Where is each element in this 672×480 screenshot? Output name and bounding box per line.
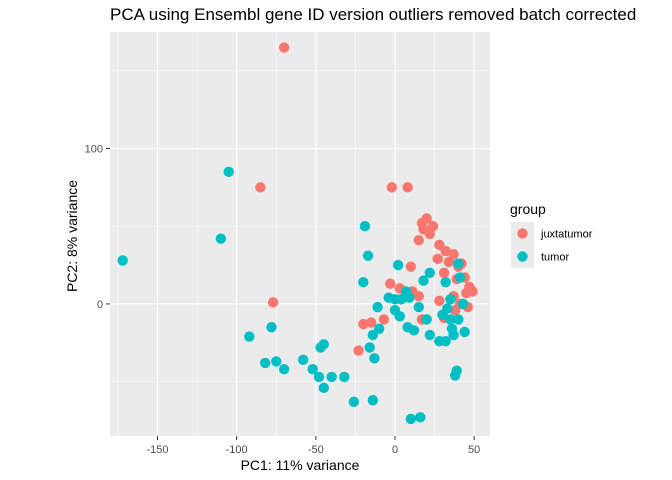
y-axis: 0 100 [85, 144, 110, 311]
legend-label: juxtatumor [540, 229, 593, 241]
data-point-juxtatumor [413, 235, 424, 246]
data-point-tumor [446, 323, 458, 334]
data-point-juxtatumor [438, 267, 450, 279]
y-tick-label: 0 [97, 299, 103, 311]
data-point-tumor [367, 395, 379, 406]
data-point-tumor [404, 292, 415, 303]
data-point-juxtatumor [432, 253, 443, 265]
legend-swatch [517, 228, 528, 239]
data-point-tumor [453, 314, 464, 325]
data-point-tumor [364, 342, 375, 353]
y-tick-label: 100 [85, 144, 103, 156]
data-point-tumor [421, 314, 432, 325]
legend-item-juxtatumor: juxtatumor [511, 222, 593, 245]
data-point-juxtatumor [434, 295, 445, 307]
data-point-tumor [339, 371, 350, 383]
data-point-juxtatumor [353, 345, 364, 356]
data-point-juxtatumor [278, 42, 290, 53]
legend-label: tumor [541, 252, 569, 264]
x-tick-label: 50 [468, 444, 480, 456]
data-point-juxtatumor [427, 221, 439, 232]
data-point-juxtatumor [461, 287, 472, 299]
data-point-tumor [440, 276, 451, 288]
data-point-juxtatumor [267, 297, 279, 308]
data-point-tumor [367, 329, 379, 341]
data-point-tumor [359, 221, 371, 232]
data-point-tumor [313, 371, 325, 383]
data-point-juxtatumor [385, 278, 396, 289]
legend: group juxtatumor tumor [510, 201, 593, 268]
data-point-tumor [396, 294, 407, 305]
data-point-tumor [451, 365, 462, 376]
data-point-tumor [278, 363, 290, 375]
data-point-tumor [348, 396, 360, 408]
data-point-tumor [454, 272, 466, 283]
x-axis-title: PC1: 11% variance [241, 457, 360, 473]
data-point-tumor [389, 304, 401, 316]
x-tick-label: 0 [392, 444, 398, 456]
data-point-tumor [424, 267, 436, 279]
data-point-tumor [418, 275, 429, 286]
chart-title: PCA using Ensembl gene ID version outlie… [110, 5, 636, 24]
y-axis-title: PC2: 8% variance [64, 180, 80, 292]
data-point-tumor [362, 250, 374, 261]
data-points [117, 42, 478, 425]
data-point-tumor [326, 371, 337, 383]
data-point-tumor [266, 322, 277, 333]
legend-swatch [517, 251, 528, 262]
data-point-juxtatumor [421, 213, 432, 224]
data-point-tumor [405, 413, 417, 425]
data-point-tumor [318, 339, 329, 350]
data-point-tumor [392, 259, 404, 271]
data-point-juxtatumor [405, 261, 417, 272]
data-point-juxtatumor [443, 256, 455, 268]
data-point-tumor [271, 356, 282, 367]
data-point-juxtatumor [402, 182, 413, 193]
data-point-juxtatumor [386, 182, 398, 193]
data-point-tumor [215, 233, 227, 244]
data-point-tumor [457, 298, 469, 310]
data-point-tumor [413, 301, 424, 313]
data-point-tumor [244, 331, 255, 342]
data-point-tumor [424, 329, 436, 341]
legend-item-tumor: tumor [511, 245, 569, 268]
x-tick-label: -150 [146, 444, 168, 456]
data-point-tumor [445, 294, 456, 305]
data-point-tumor [259, 357, 271, 369]
data-point-tumor [318, 382, 329, 394]
data-point-tumor [453, 258, 464, 269]
series-tumor [117, 166, 470, 425]
data-point-tumor [307, 363, 318, 375]
data-point-tumor [442, 303, 453, 314]
data-point-juxtatumor [366, 317, 377, 328]
data-point-juxtatumor [378, 314, 390, 325]
data-point-juxtatumor [449, 304, 461, 316]
data-point-juxtatumor [448, 249, 459, 260]
data-point-tumor [117, 255, 128, 266]
legend-title: group [510, 201, 546, 217]
data-point-tumor [408, 325, 420, 336]
data-point-juxtatumor [424, 228, 436, 240]
x-tick-label: -100 [226, 444, 248, 456]
x-tick-label: -50 [308, 444, 324, 456]
data-point-tumor [372, 301, 383, 313]
data-point-tumor [415, 412, 426, 423]
data-point-juxtatumor [358, 318, 369, 330]
data-point-juxtatumor [413, 290, 424, 302]
data-point-tumor [440, 336, 451, 347]
data-point-tumor [459, 326, 470, 338]
x-axis: -150 -100 -50 0 50 [146, 436, 480, 456]
data-point-tumor [445, 314, 456, 325]
data-point-juxtatumor [255, 182, 266, 193]
data-point-tumor [223, 166, 234, 178]
data-point-tumor [297, 354, 309, 366]
data-point-tumor [358, 276, 369, 288]
data-point-juxtatumor [440, 245, 451, 257]
data-point-tumor [369, 353, 380, 364]
